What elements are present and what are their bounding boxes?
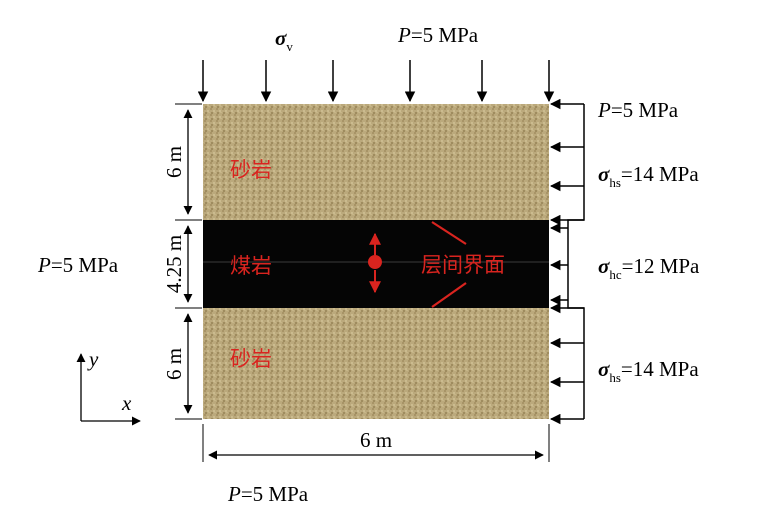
- sigma-hs-lower-label: σhs=14 MPa: [598, 357, 699, 385]
- upper-sandstone-layer: [203, 104, 549, 220]
- left-p-label: P=5 MPa: [37, 253, 119, 277]
- lower-sandstone-layer: [203, 308, 549, 419]
- lower-dim-label: 6 m: [162, 348, 186, 380]
- coal-label: 煤岩: [230, 254, 272, 278]
- coordinate-axes: [76, 353, 141, 426]
- bottom-dimension: [202, 424, 550, 462]
- left-dimension-lines: [175, 103, 202, 420]
- sigma-hs-upper-label: σhs=14 MPa: [598, 162, 699, 190]
- upper-dim-label: 6 m: [162, 146, 186, 178]
- interface-label: 层间界面: [421, 253, 505, 277]
- x-axis-label: x: [121, 391, 132, 415]
- right-stress-profile: [567, 104, 585, 419]
- sigma-hc-label: σhc=12 MPa: [598, 254, 700, 282]
- width-dim-label: 6 m: [360, 428, 392, 452]
- y-axis-label: y: [87, 347, 99, 371]
- monitor-point: [368, 255, 382, 269]
- lower-sandstone-label: 砂岩: [230, 347, 272, 371]
- bottom-p-label: P=5 MPa: [227, 482, 309, 506]
- upper-sandstone-label: 砂岩: [230, 158, 272, 182]
- interface-pointer-lower: [431, 282, 467, 308]
- interface-pointer-upper: [431, 221, 467, 245]
- right-load-arrows: [549, 98, 585, 425]
- sigma-v-label: σv: [275, 26, 293, 54]
- top-p-label: P=5 MPa: [397, 23, 479, 47]
- right-p-label: P=5 MPa: [597, 98, 679, 122]
- coal-dim-label: 4.25 m: [162, 235, 186, 293]
- top-load-arrows: [197, 60, 555, 103]
